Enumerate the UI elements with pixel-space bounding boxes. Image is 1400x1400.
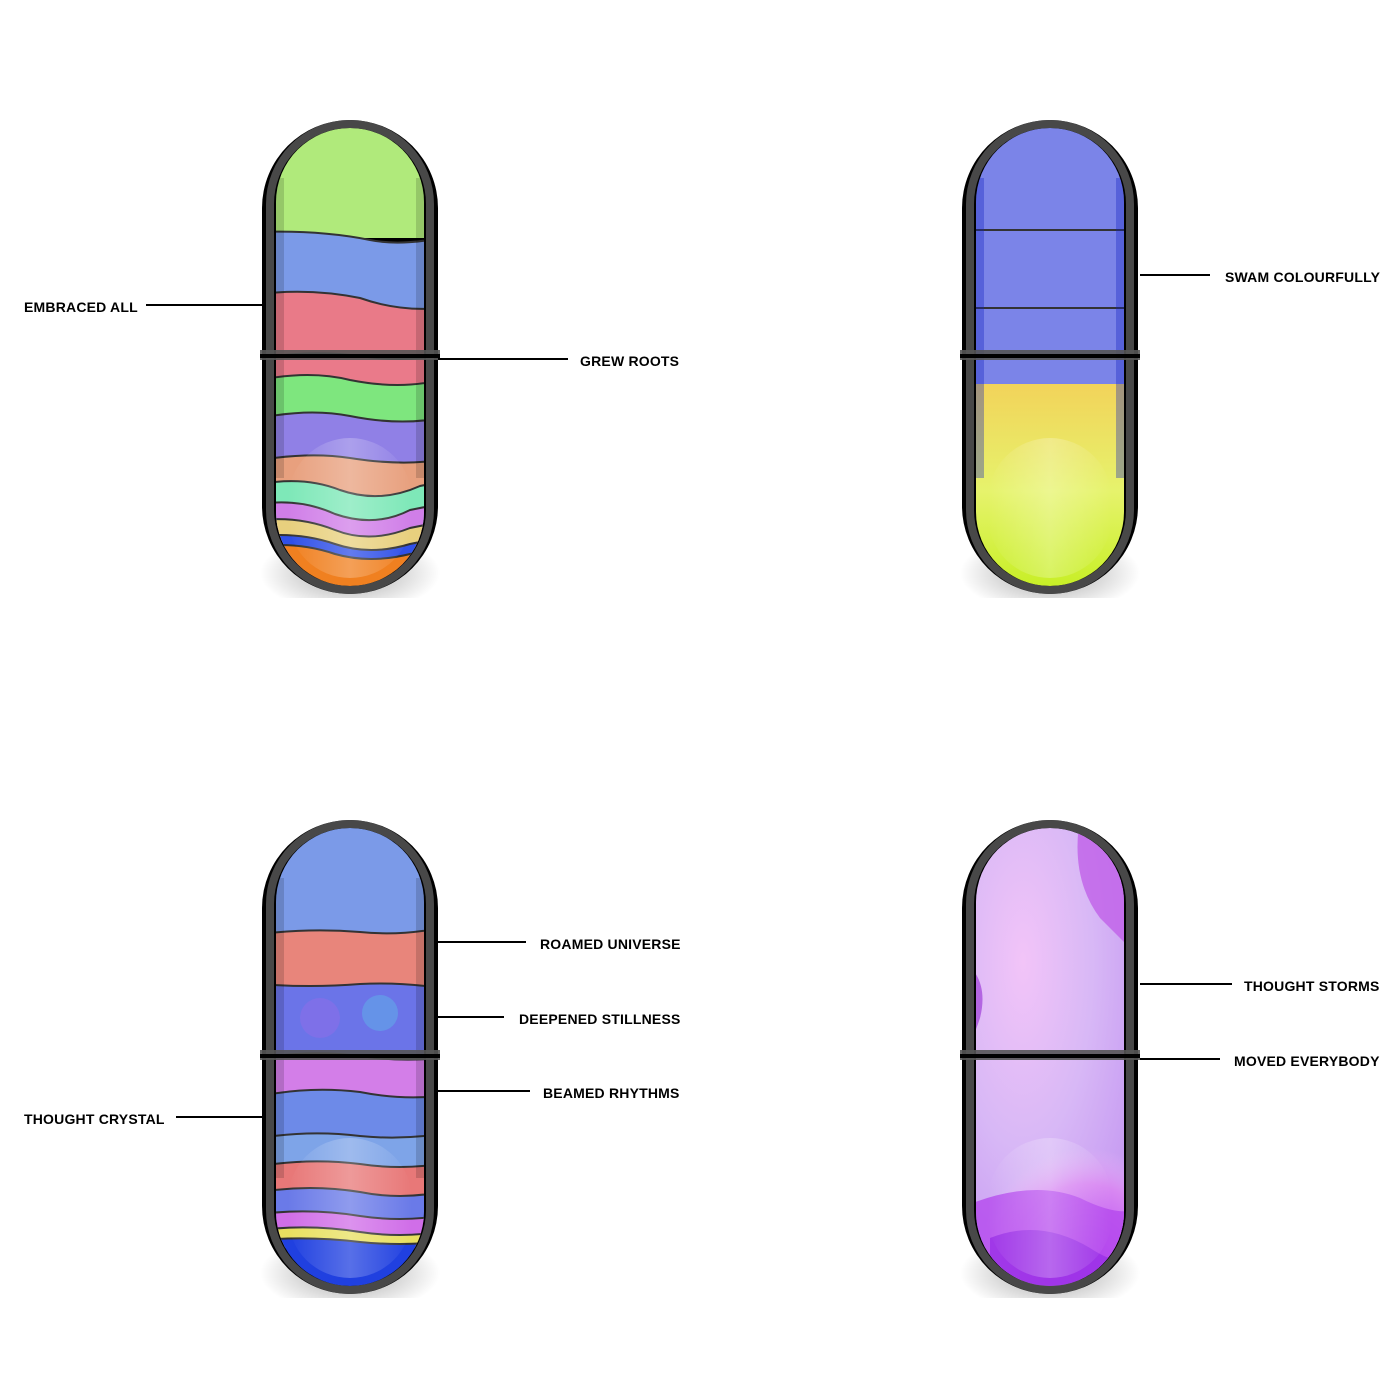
leader-moved-everybody	[1140, 1058, 1220, 1060]
capsule-gloss	[988, 1138, 1112, 1278]
leader-swam-colourfully	[1140, 274, 1210, 276]
label-grew-roots: GREW ROOTS	[580, 353, 680, 369]
leader-thought-storms	[1140, 983, 1232, 985]
capsule-pill-2	[960, 120, 1140, 598]
leader-beamed-rhythms	[438, 1090, 530, 1092]
leader-embraced-all	[146, 304, 262, 306]
label-roamed-universe: ROAMED UNIVERSE	[540, 936, 681, 952]
capsule-seam-line	[260, 354, 440, 358]
label-embraced-all: EMBRACED ALL	[24, 299, 138, 315]
leader-roamed-universe	[438, 941, 526, 943]
label-beamed-rhythms: BEAMED RHYTHMS	[543, 1085, 680, 1101]
capsule-gloss	[988, 438, 1112, 578]
capsule-seam-line	[960, 1054, 1140, 1058]
capsule-seam-line	[260, 1054, 440, 1058]
label-thought-storms: THOUGHT STORMS	[1244, 978, 1380, 994]
capsule-pill-3	[260, 820, 440, 1298]
leader-deepened-stillness	[438, 1016, 504, 1018]
capsule-pill-1	[260, 120, 440, 598]
label-moved-everybody: MOVED EVERYBODY	[1234, 1053, 1380, 1069]
label-thought-crystal: THOUGHT CRYSTAL	[24, 1111, 165, 1127]
capsule-gloss	[288, 438, 412, 578]
label-swam-colourfully: SWAM COLOURFULLY	[1225, 269, 1381, 285]
capsule-pill-4	[960, 820, 1140, 1298]
label-deepened-stillness: DEEPENED STILLNESS	[519, 1011, 681, 1027]
capsule-gloss	[288, 1138, 412, 1278]
leader-grew-roots	[438, 358, 568, 360]
leader-thought-crystal	[176, 1116, 262, 1118]
capsule-seam-line	[960, 354, 1140, 358]
